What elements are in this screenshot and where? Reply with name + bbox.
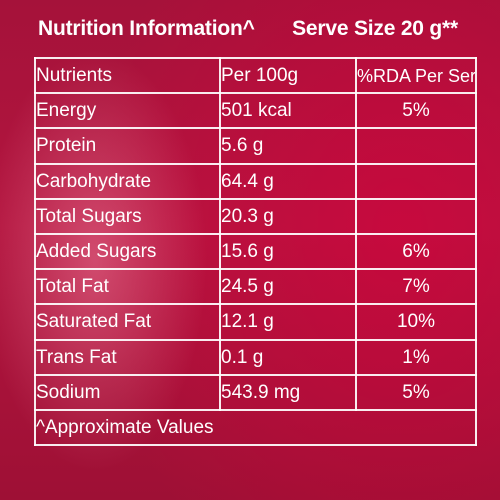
nutrient-per-100g: 543.9 mg [219, 373, 357, 411]
nutrient-rda [355, 162, 477, 200]
nutrient-rda: 6% [355, 232, 477, 271]
column-header-nutrients: Nutrients [34, 56, 221, 95]
table-row: Trans Fat 0.1 g 1% [34, 338, 477, 376]
nutrient-rda [355, 197, 477, 235]
nutrient-name: Energy [34, 92, 221, 130]
column-header-rda: %RDA Per Serve [355, 56, 477, 95]
table-row: Energy 501 kcal 5% [34, 92, 477, 130]
nutrient-per-100g: 64.4 g [219, 162, 357, 200]
nutrient-rda: 7% [355, 268, 477, 306]
nutrient-name: Added Sugars [34, 232, 221, 271]
nutrient-rda: 10% [355, 303, 477, 341]
nutrient-rda: 1% [355, 338, 477, 376]
nutrient-per-100g: 5.6 g [219, 127, 357, 165]
nutrient-per-100g: 15.6 g [219, 232, 357, 271]
table-row: Saturated Fat 12.1 g 10% [34, 303, 477, 341]
column-header-per-100g: Per 100g [219, 56, 357, 95]
footnote: ^Approximate Values [34, 408, 477, 447]
table-row: Protein 5.6 g [34, 127, 477, 165]
nutrient-per-100g: 24.5 g [219, 268, 357, 306]
nutrient-name: Protein [34, 127, 221, 165]
nutrition-title: Nutrition Information^ [38, 17, 255, 40]
table-row: Total Fat 24.5 g 7% [34, 268, 477, 306]
nutrient-name: Saturated Fat [34, 303, 221, 341]
nutrient-per-100g: 12.1 g [219, 303, 357, 341]
nutrient-per-100g: 0.1 g [219, 338, 357, 376]
nutrient-rda: 5% [355, 92, 477, 130]
nutrient-name: Total Sugars [34, 197, 221, 235]
footnote-row: ^Approximate Values [34, 408, 477, 447]
table-row: Added Sugars 15.6 g 6% [34, 232, 477, 271]
serve-size-label: Serve Size 20 g** [292, 17, 458, 40]
nutrition-header: Nutrition Information^ Serve Size 20 g** [0, 0, 500, 58]
nutrient-per-100g: 501 kcal [219, 92, 357, 130]
nutrient-per-100g: 20.3 g [219, 197, 357, 235]
nutrient-rda: 5% [355, 373, 477, 411]
nutrient-rda [355, 127, 477, 165]
table-row: Sodium 543.9 mg 5% [34, 373, 477, 411]
nutrient-name: Sodium [34, 373, 221, 411]
table-row: Total Sugars 20.3 g [34, 197, 477, 235]
table-row: Carbohydrate 64.4 g [34, 162, 477, 200]
nutrient-name: Total Fat [34, 268, 221, 306]
nutrient-name: Trans Fat [34, 338, 221, 376]
nutrient-name: Carbohydrate [34, 162, 221, 200]
table-header-row: Nutrients Per 100g %RDA Per Serve [34, 56, 477, 95]
nutrition-table: Nutrients Per 100g %RDA Per Serve Energy… [34, 56, 477, 447]
